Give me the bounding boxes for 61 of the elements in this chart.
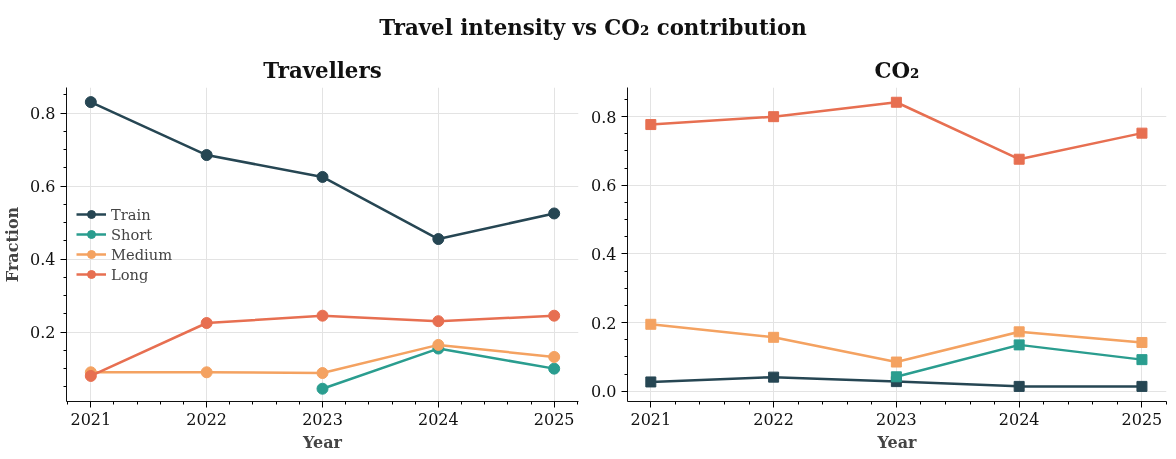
point — [1013, 339, 1025, 351]
point — [432, 338, 445, 351]
point — [890, 371, 902, 383]
y-tick-label: 0.2 — [591, 313, 617, 333]
point — [1013, 380, 1025, 392]
point — [548, 362, 561, 375]
point — [316, 309, 329, 322]
point — [316, 170, 329, 183]
point — [1136, 380, 1148, 392]
legend-label: Short — [111, 225, 153, 243]
point — [548, 207, 561, 220]
y-tick-label: 0.6 — [30, 177, 56, 197]
point — [316, 382, 329, 395]
legend-label: Long — [111, 265, 149, 283]
point — [1136, 127, 1148, 139]
point — [84, 96, 97, 109]
text: Travel intensity vs CO₂ contribution — [379, 14, 807, 42]
x-axis-title: Year — [302, 432, 343, 452]
point — [1013, 153, 1025, 165]
point — [890, 356, 902, 368]
point — [200, 366, 213, 379]
x-tick-label: 2022 — [186, 409, 228, 429]
x-tick-label: 2025 — [533, 409, 575, 429]
x-tick-label: 2021 — [630, 409, 672, 429]
y-tick-label: 0.4 — [591, 244, 617, 264]
y-tick-label: 0.8 — [30, 104, 56, 124]
point — [432, 233, 445, 246]
y-tick-label: 0.6 — [591, 176, 617, 196]
legend-label: Train — [111, 205, 151, 223]
point — [1013, 326, 1025, 338]
x-tick-label: 2021 — [70, 409, 112, 429]
y-tick-label: 0.8 — [591, 107, 617, 127]
x-tick-label: 2024 — [417, 409, 459, 429]
x-axis-title: Year — [876, 432, 918, 452]
x-tick-label: 2024 — [998, 409, 1040, 429]
point — [200, 149, 213, 162]
point — [548, 309, 561, 322]
y-tick-label: 0.4 — [30, 250, 56, 270]
point — [768, 371, 780, 383]
chart-title: CO₂ — [874, 57, 920, 83]
point — [645, 318, 657, 330]
point — [1136, 354, 1148, 366]
point — [432, 315, 445, 328]
point — [890, 96, 902, 108]
x-tick-label: 2022 — [753, 409, 794, 429]
point — [768, 331, 780, 343]
chart-title: Travellers — [263, 57, 382, 83]
legend-label: Medium — [111, 245, 173, 263]
x-tick-label: 2023 — [302, 409, 343, 429]
y-tick-label: 0.0 — [591, 382, 617, 402]
point — [768, 111, 780, 123]
point — [200, 317, 213, 329]
point — [1136, 336, 1148, 348]
y-tick-label: 0.2 — [30, 323, 56, 343]
point — [316, 367, 329, 380]
point — [548, 350, 561, 363]
point — [645, 119, 657, 131]
y-axis-title: Fraction — [3, 206, 23, 283]
point — [645, 376, 657, 388]
x-tick-label: 2025 — [1121, 409, 1163, 429]
x-tick-label: 2023 — [876, 409, 917, 429]
